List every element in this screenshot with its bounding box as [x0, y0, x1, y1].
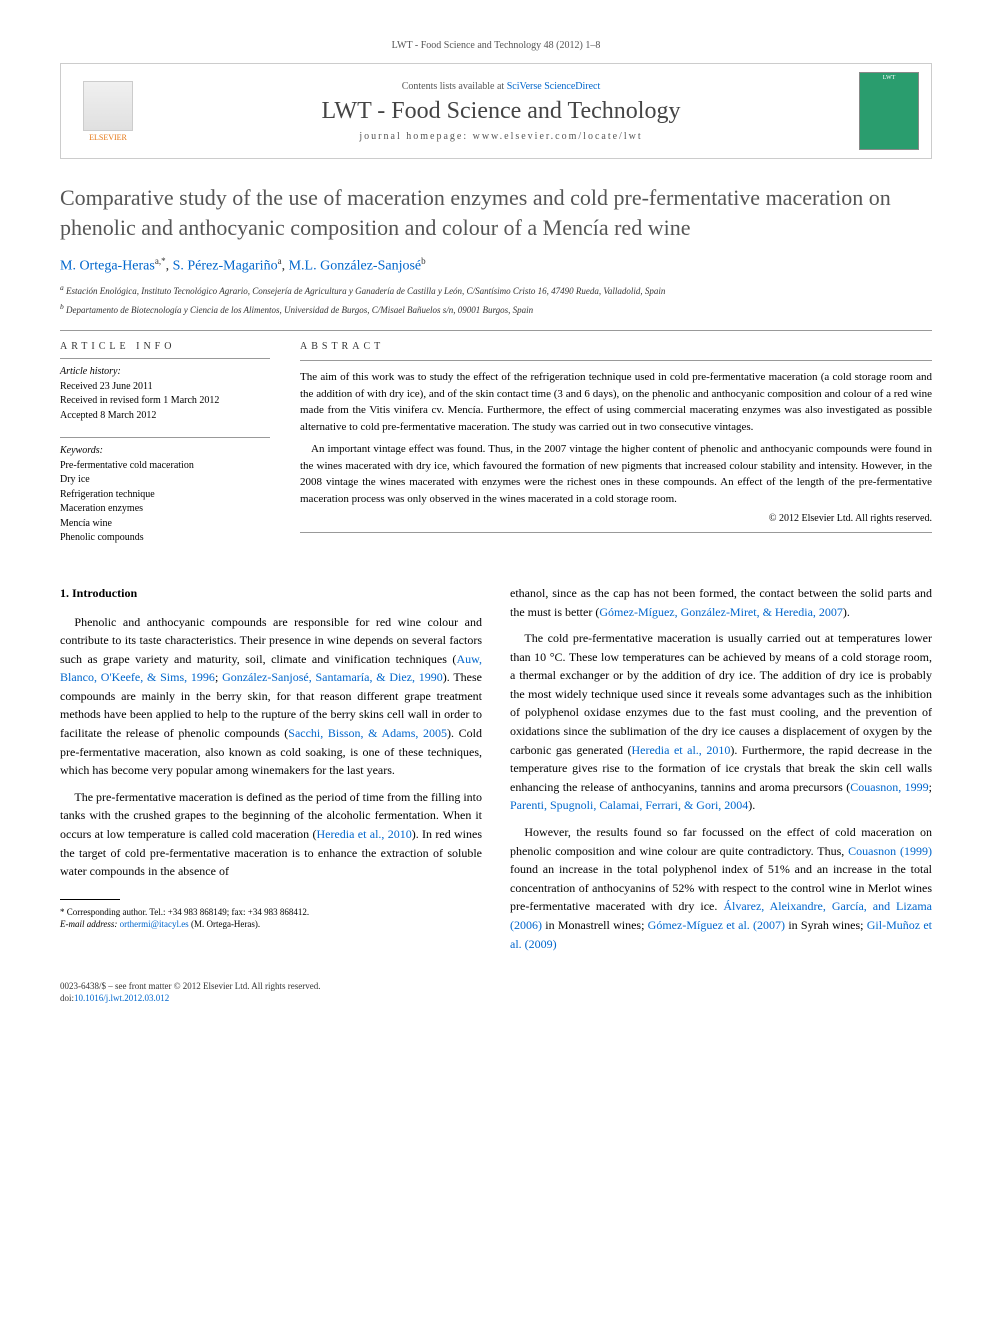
body-left-p2: The pre-fermentative maceration is defin…	[60, 788, 482, 881]
authors-line: M. Ortega-Herasa,*, S. Pérez-Magariñoa, …	[60, 256, 932, 275]
article-info-column: ARTICLE INFO Article history: Received 2…	[60, 341, 270, 560]
rp2-c: ;	[929, 780, 932, 794]
homepage-prefix: journal homepage:	[359, 131, 472, 142]
author-link-3[interactable]: M.L. González-Sanjosé	[289, 259, 422, 274]
right-column: ethanol, since as the cap has not been f…	[510, 584, 932, 961]
front-matter-line: 0023-6438/$ – see front matter © 2012 El…	[60, 981, 932, 993]
body-right-p2: The cold pre-fermentative maceration is …	[510, 629, 932, 815]
rp3-d: in Syrah wines;	[785, 918, 867, 932]
ref-gonzalez-1990[interactable]: González-Sanjosé, Santamaría, & Diez, 19…	[222, 670, 443, 684]
corr-email-link[interactable]: orthermi@itacyl.es	[120, 919, 189, 929]
email-suffix: (M. Ortega-Heras).	[189, 919, 260, 929]
keyword-5: Mencía wine	[60, 517, 270, 532]
body-right-p3: However, the results found so far focuss…	[510, 823, 932, 953]
abstract-heading: ABSTRACT	[300, 341, 932, 352]
journal-reference: LWT - Food Science and Technology 48 (20…	[60, 40, 932, 51]
email-label: E-mail address:	[60, 919, 120, 929]
keyword-6: Phenolic compounds	[60, 531, 270, 546]
journal-header-box: ELSEVIER Contents lists available at Sci…	[60, 63, 932, 159]
abstract-divider	[300, 360, 932, 361]
abstract-p2: An important vintage effect was found. T…	[300, 441, 932, 507]
author-1-sup: a,*	[155, 256, 166, 266]
keyword-3: Refrigeration technique	[60, 488, 270, 503]
body-left-p1: Phenolic and anthocyanic compounds are r…	[60, 613, 482, 780]
info-divider	[60, 358, 270, 359]
article-title: Comparative study of the use of macerati…	[60, 183, 932, 242]
contents-prefix: Contents lists available at	[402, 81, 507, 92]
footnote-separator	[60, 899, 120, 900]
rp1-b: ).	[843, 605, 850, 619]
keywords-label: Keywords:	[60, 444, 270, 459]
p1-text-b: ;	[215, 670, 222, 684]
bottom-bar: 0023-6438/$ – see front matter © 2012 El…	[60, 981, 932, 1004]
contents-line: Contents lists available at SciVerse Sci…	[143, 81, 859, 92]
p1-text-a: Phenolic and anthocyanic compounds are r…	[60, 615, 482, 666]
ref-gomez-2007[interactable]: Gómez-Míguez, González-Miret, & Heredia,…	[599, 605, 843, 619]
abstract-p1: The aim of this work was to study the ef…	[300, 369, 932, 435]
accepted-date: Accepted 8 March 2012	[60, 409, 270, 424]
ref-heredia-2010[interactable]: Heredia et al., 2010	[316, 827, 411, 841]
ref-parenti-2004[interactable]: Parenti, Spugnoli, Calamai, Ferrari, & G…	[510, 798, 748, 812]
affiliation-b: b Departamento de Biotecnología y Cienci…	[60, 302, 932, 317]
left-column: 1. Introduction Phenolic and anthocyanic…	[60, 584, 482, 961]
keyword-2: Dry ice	[60, 473, 270, 488]
abstract-column: ABSTRACT The aim of this work was to stu…	[300, 341, 932, 560]
author-link-1[interactable]: M. Ortega-Heras	[60, 259, 155, 274]
section-1-heading: 1. Introduction	[60, 584, 482, 603]
received-date: Received 23 June 2011	[60, 380, 270, 395]
sciencedirect-link[interactable]: SciVerse ScienceDirect	[507, 81, 601, 92]
author-2-sup: a	[278, 256, 282, 266]
corresponding-author-footnote: * Corresponding author. Tel.: +34 983 86…	[60, 906, 482, 931]
homepage-line: journal homepage: www.elsevier.com/locat…	[143, 131, 859, 142]
ref-couasnon-1999[interactable]: Couasnon, 1999	[850, 780, 928, 794]
info-divider-2	[60, 437, 270, 438]
rp2-a: The cold pre-fermentative maceration is …	[510, 631, 932, 757]
corr-author-line: * Corresponding author. Tel.: +34 983 86…	[60, 906, 482, 919]
ref-couasnon-1999b[interactable]: Couasnon (1999)	[848, 844, 932, 858]
affil-a-text: Estación Enológica, Instituto Tecnológic…	[66, 286, 665, 296]
elsevier-label: ELSEVIER	[73, 133, 143, 142]
affil-b-sup: b	[60, 302, 64, 311]
divider	[60, 330, 932, 331]
affil-b-text: Departamento de Biotecnología y Ciencia …	[66, 305, 533, 315]
ref-sacchi-2005[interactable]: Sacchi, Bisson, & Adams, 2005	[288, 726, 447, 740]
homepage-url: www.elsevier.com/locate/lwt	[473, 131, 643, 142]
journal-name: LWT - Food Science and Technology	[143, 98, 859, 125]
article-info-heading: ARTICLE INFO	[60, 341, 270, 352]
rp2-d: ).	[748, 798, 755, 812]
abstract-copyright: © 2012 Elsevier Ltd. All rights reserved…	[300, 513, 932, 524]
keyword-4: Maceration enzymes	[60, 502, 270, 517]
ref-gomez-2007b[interactable]: Gómez-Míguez et al. (2007)	[648, 918, 785, 932]
body-right-p1: ethanol, since as the cap has not been f…	[510, 584, 932, 621]
keyword-1: Pre-fermentative cold maceration	[60, 459, 270, 474]
author-link-2[interactable]: S. Pérez-Magariño	[173, 259, 278, 274]
ref-heredia-2010b[interactable]: Heredia et al., 2010	[631, 743, 730, 757]
abstract-bottom-divider	[300, 532, 932, 533]
author-3-sup: b	[421, 256, 426, 266]
revised-date: Received in revised form 1 March 2012	[60, 394, 270, 409]
doi-link[interactable]: 10.1016/j.lwt.2012.03.012	[74, 993, 169, 1003]
affil-a-sup: a	[60, 283, 64, 292]
elsevier-tree-icon	[83, 81, 133, 131]
affiliation-a: a Estación Enológica, Instituto Tecnológ…	[60, 283, 932, 298]
history-label: Article history:	[60, 365, 270, 380]
journal-cover-thumbnail: LWT	[859, 72, 919, 150]
doi-prefix: doi:	[60, 993, 74, 1003]
elsevier-logo: ELSEVIER	[73, 81, 143, 142]
rp3-c: in Monastrell wines;	[542, 918, 648, 932]
